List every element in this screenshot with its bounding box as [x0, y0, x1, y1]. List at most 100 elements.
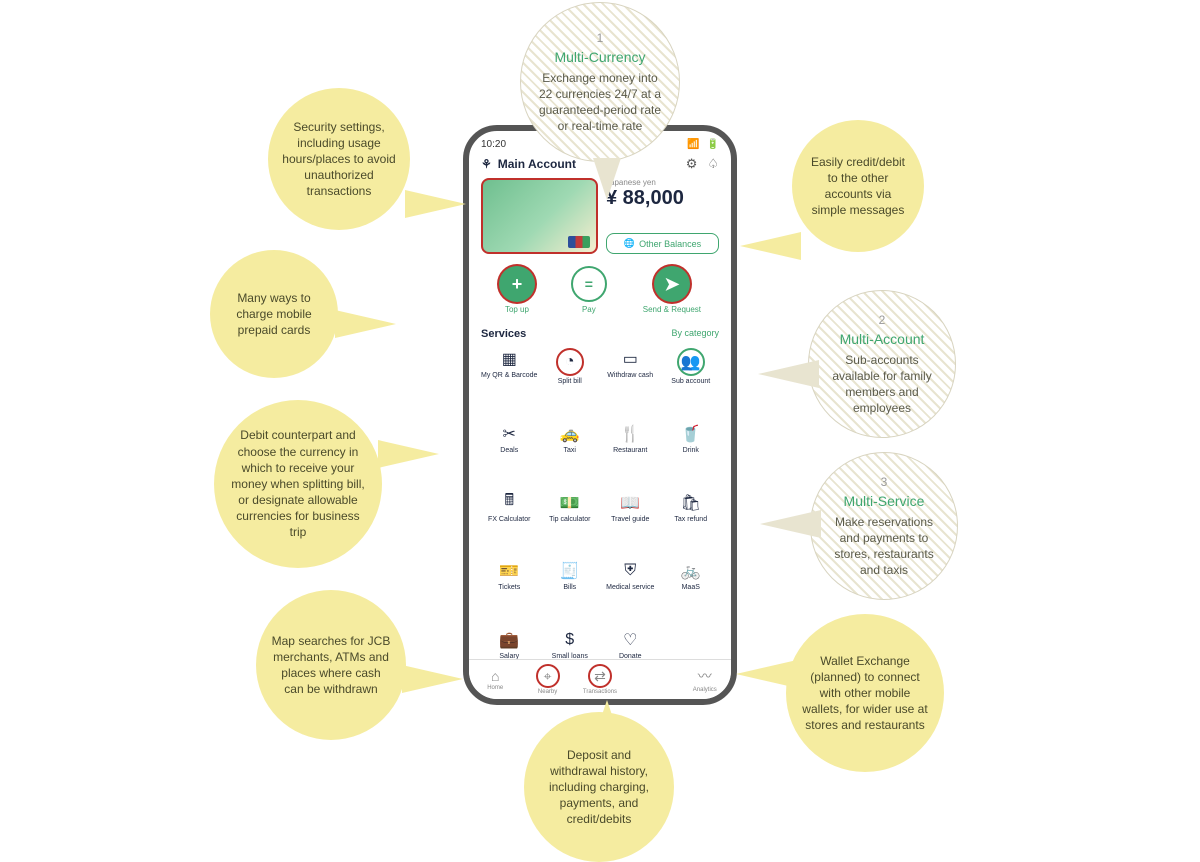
globe-icon: 🌐	[624, 238, 635, 249]
action-button[interactable]: ➤	[654, 266, 690, 302]
account-selector[interactable]: ⚘ Main Account	[481, 157, 576, 171]
service-label: Drink	[683, 447, 699, 455]
service-tip-calculator[interactable]: 💵 Tip calculator	[542, 492, 599, 555]
callout-text: Sub-accounts available for family member…	[823, 352, 941, 417]
nav-item[interactable]: ⌂Home	[469, 668, 521, 691]
nav-label: Nearby	[538, 689, 557, 695]
service-label: Taxi	[564, 447, 576, 455]
nav-item[interactable]: 〰Analytics	[679, 666, 731, 693]
service-withdraw-cash[interactable]: ▭ Withdraw cash	[602, 348, 659, 417]
service-icon: 👥	[677, 348, 705, 376]
callout-pointer	[335, 310, 396, 338]
service-icon: 🎫	[498, 560, 520, 582]
service-restaurant[interactable]: 🍴Restaurant	[602, 423, 659, 486]
service-icon: 🍴	[619, 423, 641, 445]
other-balances-label: Other Balances	[639, 239, 701, 249]
service-my-qr-barcode[interactable]: ▦ My QR & Barcode	[481, 348, 538, 417]
status-time: 10:20	[481, 139, 506, 150]
service-label: Deals	[500, 447, 518, 455]
service-label: Split bill	[558, 378, 582, 386]
bell-icon[interactable]: ♤	[707, 156, 719, 172]
nav-icon: 〰	[698, 666, 712, 686]
service-icon: 🧾	[559, 560, 581, 582]
callout-title: Multi-Service	[844, 492, 925, 511]
callout-text: Security settings, including usage hours…	[282, 119, 396, 200]
nav-item[interactable]	[626, 679, 678, 680]
action-top-up[interactable]: + Top up	[499, 266, 535, 314]
service-icon: 🚲	[680, 560, 702, 582]
callout-text: Make reservations and payments to stores…	[825, 514, 943, 579]
service-icon: 🖩	[498, 492, 520, 514]
service-travel-guide[interactable]: 📖Travel guide	[602, 492, 659, 555]
callout-charge: Many ways to charge mobile prepaid cards	[210, 250, 338, 378]
signal-icon: 📶	[687, 139, 699, 150]
callout-security: Security settings, including usage hours…	[268, 88, 410, 230]
service-tickets[interactable]: 🎫 Tickets	[481, 560, 538, 623]
action-button[interactable]: =	[571, 266, 607, 302]
nav-icon: ⌖	[536, 664, 560, 688]
service-label: Medical service	[606, 584, 654, 592]
service-drink[interactable]: 🥤Drink	[663, 423, 720, 486]
service-icon: 💼	[498, 629, 520, 651]
nav-icon: ⇄	[588, 664, 612, 688]
service-label: Tax refund	[674, 516, 707, 524]
gear-icon[interactable]: ⚙	[686, 156, 698, 172]
callout-text: Many ways to charge mobile prepaid cards	[224, 290, 324, 339]
callout-number: 3	[881, 474, 888, 490]
callout-pointer	[760, 510, 821, 538]
callout-number: 2	[879, 312, 886, 328]
callout-pointer	[736, 660, 797, 688]
callout-credit: Easily credit/debit to the other account…	[792, 120, 924, 252]
service-icon: 💵	[559, 492, 581, 514]
action-send-request[interactable]: ➤ Send & Request	[643, 266, 701, 314]
phone-mockup: 10:20 📶 🔋 ⚘ Main Account ⚙ ♤	[463, 125, 737, 705]
card-image[interactable]	[481, 178, 598, 254]
callout-pointer	[593, 700, 621, 742]
other-balances-button[interactable]: 🌐 Other Balances	[606, 233, 719, 254]
callout-number: 1	[597, 30, 604, 46]
callout-pointer	[402, 665, 463, 693]
service-split-bill[interactable]: ◔Split bill	[542, 348, 599, 417]
app-body: ⚘ Main Account ⚙ ♤ Japanese yen ¥ 88,000	[469, 152, 731, 692]
nav-item[interactable]: ⇄Transactions	[574, 664, 626, 695]
action-button[interactable]: +	[499, 266, 535, 302]
battery-icon: 🔋	[707, 139, 719, 150]
service-icon: ▦	[498, 348, 520, 370]
nav-label: Transactions	[583, 689, 617, 695]
status-icons: 📶 🔋	[683, 139, 719, 150]
callout-text: Debit counterpart and choose the currenc…	[228, 427, 368, 540]
service-icon: ⛨	[619, 560, 641, 582]
callout-debit: Debit counterpart and choose the currenc…	[214, 400, 382, 568]
service-bills[interactable]: 🧾Bills	[542, 560, 599, 623]
service-taxi[interactable]: 🚕 Taxi	[542, 423, 599, 486]
action-label: Send & Request	[643, 305, 701, 314]
service-tax-refund[interactable]: 🛍Tax refund	[663, 492, 720, 555]
service-label: FX Calculator	[488, 516, 530, 524]
service-sub-account[interactable]: 👥Sub account	[663, 348, 720, 417]
services-grid: ▦ My QR & Barcode ◔Split bill ▭ Withdraw cas…	[481, 348, 719, 692]
infographic-canvas: 10:20 📶 🔋 ⚘ Main Account ⚙ ♤	[0, 0, 1200, 800]
service-maas[interactable]: 🚲MaaS	[663, 560, 720, 623]
nav-icon: ⌂	[491, 668, 499, 684]
service-label: Tickets	[498, 584, 520, 592]
service-icon: ▭	[619, 348, 641, 370]
callout-pointer	[740, 232, 801, 260]
nav-item[interactable]: ⌖Nearby	[521, 664, 573, 695]
service-label: Tip calculator	[549, 516, 590, 524]
callout-text: Map searches for JCB merchants, ATMs and…	[270, 633, 392, 698]
service-label: My QR & Barcode	[481, 372, 537, 380]
service-label: Withdraw cash	[607, 372, 653, 380]
action-label: Pay	[582, 305, 596, 314]
callout-text: Easily credit/debit to the other account…	[806, 154, 910, 219]
action-label: Top up	[505, 305, 529, 314]
service-medical-service[interactable]: ⛨ Medical service	[602, 560, 659, 623]
bottom-nav: ⌂Home⌖Nearby⇄Transactions 〰Analytics	[469, 659, 731, 699]
service-icon: 🚕	[559, 423, 581, 445]
service-deals[interactable]: ✂Deals	[481, 423, 538, 486]
callout-text: Exchange money into 22 currencies 24/7 a…	[535, 70, 665, 135]
callout-pointer	[593, 158, 621, 200]
balance-amount: ¥ 88,000	[606, 187, 719, 210]
action-pay[interactable]: = Pay	[571, 266, 607, 314]
by-category-link[interactable]: By category	[671, 328, 719, 340]
service-fx-calculator[interactable]: 🖩 FX Calculator	[481, 492, 538, 555]
